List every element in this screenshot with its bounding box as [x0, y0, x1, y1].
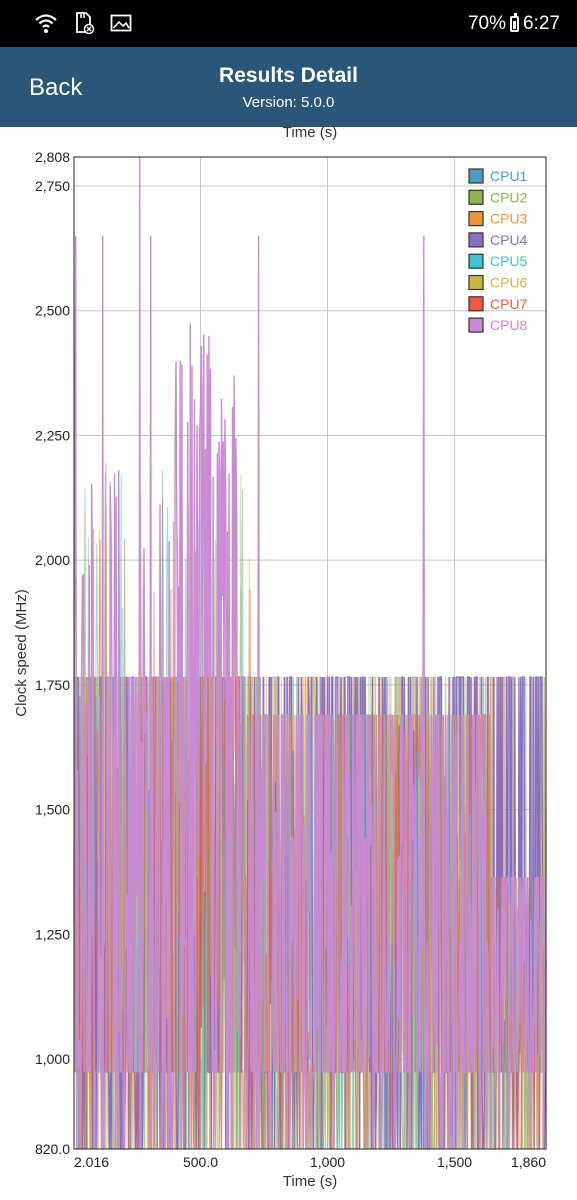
legend-swatch-cpu8 — [468, 317, 484, 333]
battery-percent: 70% — [467, 13, 507, 34]
legend-label-cpu7: CPU7 — [490, 296, 528, 312]
status-bar: 70% 6:27 — [0, 0, 577, 47]
y-tick-label: 2,500 — [35, 303, 70, 319]
wifi-icon — [35, 14, 57, 33]
y-tick-label: 2,250 — [35, 427, 70, 443]
legend-label-cpu6: CPU6 — [490, 275, 528, 291]
legend-label-cpu8: CPU8 — [490, 317, 528, 333]
y-axis-title: Clock speed (MHz) — [13, 589, 30, 717]
y-tick-label: 1,500 — [35, 802, 70, 818]
x-tick-label: 1,500 — [437, 1154, 472, 1170]
top-axis-title: Time (s) — [282, 124, 338, 141]
sd-card-icon — [76, 12, 95, 35]
y-tick-label: 2,000 — [35, 552, 70, 568]
legend-swatch-cpu2 — [468, 189, 484, 205]
x-tick-label: 500.0 — [183, 1154, 218, 1170]
y-axis-ticks: 820.0 1,000 1,250 1,500 1,750 2,000 2,250 2,500… — [35, 149, 70, 1157]
app-bar: Back Results Detail Version: 5.0.0 — [0, 47, 577, 127]
y-tick-label: 2,750 — [35, 178, 70, 194]
status-icons-left — [34, 11, 132, 35]
y-tick-label: 1,250 — [35, 926, 70, 942]
legend-label-cpu4: CPU4 — [490, 232, 528, 248]
legend-swatch-cpu4 — [468, 232, 484, 248]
battery-icon — [510, 13, 520, 32]
y-tick-label: 820.0 — [35, 1141, 70, 1157]
cpu-clock-chart: 820.0 1,000 1,250 1,500 1,750 2,000 2,250 2,500… — [13, 149, 547, 1190]
x-axis-title: Time (s) — [283, 1173, 337, 1190]
x-tick-label: 1,000 — [310, 1154, 345, 1170]
page-title: Results Detail — [219, 64, 358, 87]
page-subtitle: Version: 5.0.0 — [242, 94, 335, 111]
y-tick-label: 2,808 — [35, 149, 70, 165]
legend-label-cpu2: CPU2 — [490, 189, 528, 205]
clock: 6:27 — [523, 13, 560, 34]
x-tick-label: 1,860 — [511, 1154, 546, 1170]
x-tick-label: 2.016 — [74, 1154, 109, 1170]
legend-swatch-cpu7 — [468, 296, 484, 312]
legend-swatch-cpu5 — [468, 253, 484, 269]
legend-label-cpu5: CPU5 — [490, 253, 528, 269]
plot-frame — [73, 156, 547, 1150]
back-button[interactable]: Back — [29, 74, 83, 101]
legend-swatch-cpu1 — [468, 168, 484, 184]
y-tick-label: 1,750 — [35, 677, 70, 693]
y-tick-label: 1,000 — [35, 1051, 70, 1067]
legend-swatch-cpu6 — [468, 274, 484, 291]
image-icon — [110, 14, 132, 32]
legend: CPU1 CPU2 CPU3 CPU4 CPU5 CPU6 CPU7 CPU8 — [468, 168, 528, 333]
legend-label-cpu3: CPU3 — [490, 211, 528, 227]
legend-swatch-cpu3 — [468, 211, 484, 227]
x-axis-ticks: 2.016 500.0 1,000 1,500 1,860 — [74, 1154, 546, 1170]
status-icons-right: 70% 6:27 — [468, 13, 560, 35]
legend-label-cpu1: CPU1 — [490, 168, 528, 184]
series-line-cpu8 — [73, 156, 546, 1150]
